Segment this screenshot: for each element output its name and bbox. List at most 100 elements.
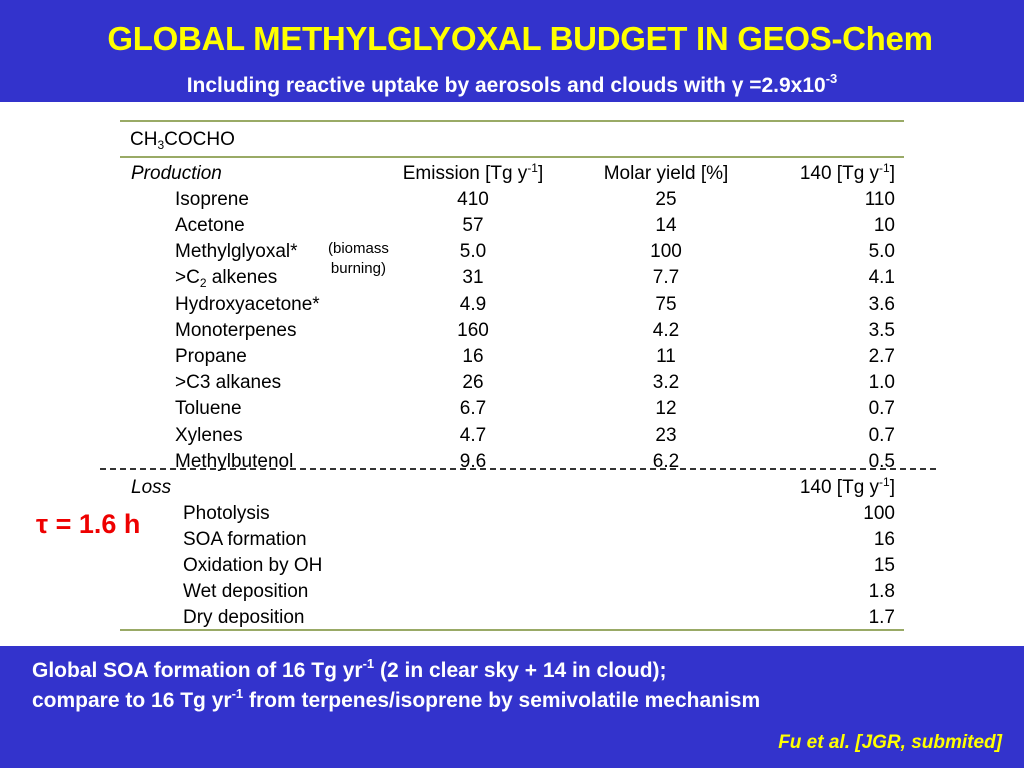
lifetime-callout: τ = 1.6 h: [36, 509, 140, 540]
source-emission: 31: [462, 267, 484, 288]
source-budget: 5.0: [868, 241, 895, 262]
source-emission: 410: [457, 189, 489, 210]
emission-header-exponent: -1: [527, 161, 538, 175]
source-yield: 11: [656, 346, 676, 367]
source-emission: 9.6: [459, 451, 487, 472]
table-top-rule: [120, 120, 904, 122]
subtitle-exponent: -3: [825, 71, 838, 86]
emission-header-bracket: ]: [537, 163, 544, 184]
source-emission: 26: [462, 372, 484, 393]
section-divider: [100, 468, 936, 470]
source-budget: 0.5: [868, 451, 895, 472]
sink-name: SOA formation: [183, 529, 307, 550]
species-name: CH3COCHO: [130, 129, 235, 152]
source-emission: 6.7: [459, 398, 487, 419]
source-emission: 5.0: [459, 241, 487, 262]
budget-header-text: 140 [Tg y: [799, 163, 880, 184]
emission-header: Emission [Tg y-1]: [382, 161, 564, 184]
footer-line-2: compare to 16 Tg yr-1 from terpenes/isop…: [32, 686, 761, 713]
lifetime-value: = 1.6 h: [48, 509, 141, 539]
loss-budget-header: 140 [Tg y-1]: [799, 475, 895, 498]
sink-name: Oxidation by OH: [183, 555, 323, 576]
source-emission: 4.9: [459, 294, 487, 315]
slide-subtitle: Including reactive uptake by aerosols an…: [0, 71, 1024, 98]
loss-budget-exponent: -1: [879, 475, 890, 489]
footer-line-2-text: compare to 16 Tg yr: [32, 689, 232, 712]
source-name: Toluene: [175, 398, 242, 419]
budget-header-exponent: -1: [879, 161, 890, 175]
source-yield: 25: [655, 189, 677, 210]
production-label: Production: [131, 163, 222, 184]
source-budget: 3.5: [868, 320, 895, 341]
source-name: Xylenes: [175, 425, 243, 446]
source-name: Methylglyoxal*: [175, 241, 298, 262]
sink-name: Dry deposition: [183, 607, 305, 628]
budget-header-bracket: ]: [889, 163, 895, 184]
footer-line-1-rest: (2 in clear sky + 14 in cloud);: [374, 659, 667, 682]
species-cocho: COCHO: [164, 129, 235, 150]
loss-label: Loss: [131, 477, 172, 498]
source-budget: 4.1: [868, 267, 895, 288]
source-emission: 57: [462, 215, 484, 236]
footer-band: [0, 646, 1024, 768]
source-emission: 4.7: [459, 425, 487, 446]
source-budget: 10: [873, 215, 895, 236]
species-ch: CH: [130, 129, 158, 150]
sink-value: 100: [863, 503, 895, 524]
sink-name: Photolysis: [183, 503, 270, 524]
source-yield: 3.2: [652, 372, 680, 393]
slide-title: GLOBAL METHYLGLYOXAL BUDGET IN GEOS-Chem: [107, 20, 933, 57]
yield-header: Molar yield [%]: [603, 163, 729, 184]
source-yield: 12: [655, 398, 677, 419]
footer-line-2-exponent: -1: [231, 686, 244, 701]
header-band: [0, 0, 1024, 102]
source-yield: 4.2: [652, 320, 680, 341]
gamma-symbol: γ: [731, 74, 744, 97]
source-name: Hydroxyacetone*: [175, 294, 320, 315]
biomass-burning-note: (biomass burning): [328, 239, 389, 279]
source-name: Acetone: [175, 215, 245, 236]
production-budget-header: 140 [Tg y-1]: [799, 161, 895, 184]
source-budget: 110: [864, 189, 895, 210]
source-yield: 6.2: [652, 451, 680, 472]
source-yield: 75: [655, 294, 677, 315]
source-emission: 16: [462, 346, 484, 367]
sink-value: 1.7: [868, 607, 895, 628]
sink-name: Wet deposition: [183, 581, 309, 602]
source-name: Monoterpenes: [175, 320, 297, 341]
source-name: Isoprene: [175, 189, 249, 210]
source-name-prefix: >C: [175, 267, 200, 288]
footer-line-2-rest: from terpenes/isoprene by semivolatile m…: [243, 689, 761, 712]
species-subscript: 3: [157, 138, 165, 152]
source-name: Propane: [175, 346, 247, 367]
source-budget: 3.6: [868, 294, 895, 315]
table-bottom-rule: [120, 629, 904, 631]
biomass-note-line2: burning): [330, 260, 386, 277]
loss-budget-bracket: ]: [889, 477, 895, 498]
source-yield: 100: [650, 241, 682, 262]
footer-line-1: Global SOA formation of 16 Tg yr-1 (2 in…: [32, 656, 667, 683]
table-header-rule: [120, 156, 904, 158]
biomass-note-line1: (biomass: [328, 240, 389, 257]
source-name: Methylbutenol: [175, 451, 294, 472]
source-yield: 23: [655, 425, 677, 446]
source-emission: 160: [457, 320, 489, 341]
sink-value: 15: [873, 555, 895, 576]
subtitle-text: Including reactive uptake by aerosols an…: [186, 74, 732, 97]
loss-budget-text: 140 [Tg y: [799, 477, 880, 498]
source-yield: 14: [655, 215, 677, 236]
footer-line-1-text: Global SOA formation of 16 Tg yr: [32, 659, 363, 682]
sink-value: 1.8: [868, 581, 895, 602]
source-budget: 0.7: [868, 398, 895, 419]
source-yield: 7.7: [652, 267, 680, 288]
source-budget: 2.7: [868, 346, 895, 367]
source-budget: 1.0: [868, 372, 895, 393]
source-name-suffix: alkenes: [206, 267, 278, 288]
subtitle-value: =2.9x10: [743, 74, 826, 97]
source-name-subscript: 2: [199, 276, 207, 290]
citation: Fu et al. [JGR, submited]: [778, 732, 1002, 753]
sink-value: 16: [873, 529, 895, 550]
source-name: >C3 alkanes: [175, 372, 282, 393]
source-budget: 0.7: [868, 425, 895, 446]
tau-symbol: τ: [36, 509, 49, 539]
